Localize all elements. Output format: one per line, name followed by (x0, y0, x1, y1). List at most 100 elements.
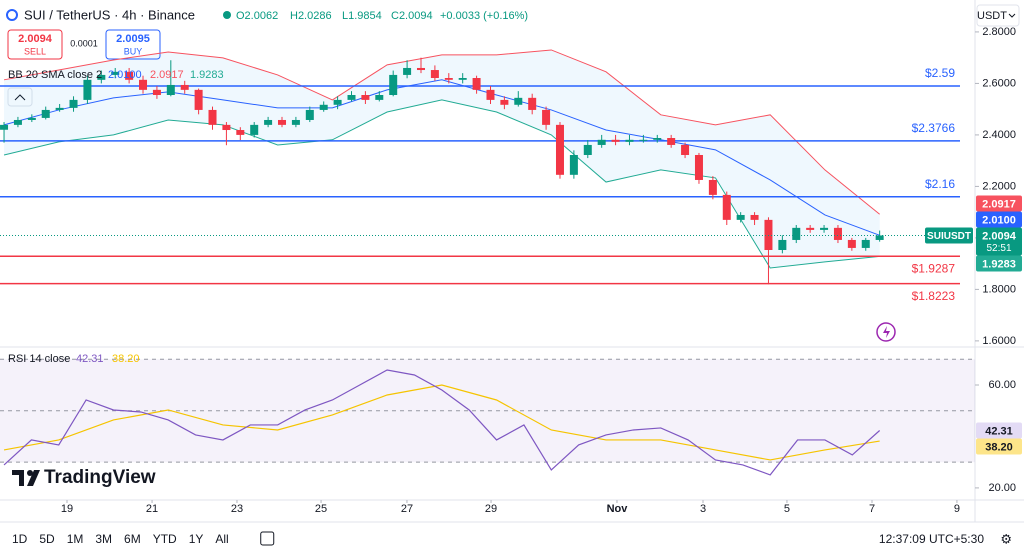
candle-body (667, 138, 676, 145)
candle-body (319, 104, 328, 110)
spread: 0.0001 (70, 38, 98, 48)
bb-tag: 1.9283 (982, 258, 1016, 270)
rsi-value: 42.31 (76, 353, 104, 365)
x-tick-label: Nov (607, 503, 629, 515)
rsi-tag-bg (976, 422, 1022, 439)
range-button[interactable]: 3M (95, 532, 112, 546)
countdown: 52:51 (986, 243, 1011, 254)
gear[interactable]: ⚙ (1000, 531, 1012, 546)
range-button[interactable]: 1Y (189, 532, 204, 546)
y-tick-label: 2.4000 (982, 129, 1016, 141)
ohlc-open: O2.0062 (236, 10, 278, 22)
range-button[interactable]: 5D (39, 532, 55, 546)
ohlc-high: H2.0286 (290, 10, 332, 22)
candle-body (820, 227, 829, 230)
y-tick-label: 20.00 (988, 482, 1016, 494)
indicator-value: 1.9283 (190, 69, 224, 81)
level-label: $1.9287 (912, 261, 956, 275)
ohlc-change: +0.0033 (+0.16%) (440, 10, 528, 22)
candle-body (222, 124, 231, 131)
buy-price: 2.0095 (116, 33, 150, 45)
candle-body (208, 109, 217, 125)
level-label: $1.8223 (912, 289, 956, 303)
alert-bolt (883, 326, 890, 338)
collapse-button[interactable] (7, 87, 33, 107)
candle-body (736, 214, 745, 220)
candle-body (278, 119, 287, 125)
logo: TradingView (44, 467, 156, 488)
rsi-line (3, 384, 880, 461)
bb-fill (4, 49, 880, 269)
market-status (223, 11, 231, 19)
y-tick-label: 1.6000 (982, 335, 1016, 347)
buy-label: BUY (124, 46, 143, 56)
logo-dot (27, 470, 33, 476)
candle-body (542, 109, 551, 125)
y-tick-label: 2.2000 (982, 180, 1016, 192)
symbol-tag-bg (925, 227, 973, 244)
collapse-icon (14, 94, 26, 101)
rsi-tag-bg (976, 438, 1022, 455)
symbol[interactable]: SUI / TetherUS · 4h · Binance (24, 7, 195, 22)
candle-body (250, 124, 259, 135)
candle-body (681, 144, 690, 155)
candle-body (333, 99, 342, 105)
candle-body (416, 67, 425, 71)
ohlc-low: L1.9854 (342, 10, 382, 22)
candle-body (125, 71, 134, 80)
dropdown-arrow (1008, 13, 1016, 18)
x-tick-label: 25 (315, 503, 327, 515)
level-label: $2.59 (925, 66, 955, 80)
range-button[interactable]: 1D (12, 532, 28, 546)
calendar-icon (260, 531, 275, 546)
candle-body (430, 70, 439, 79)
x-tick-label: 19 (61, 503, 73, 515)
last-price-tag: 2.0094 (982, 230, 1017, 242)
y-tick-label: 60.00 (988, 379, 1016, 391)
candle-body (528, 97, 537, 110)
range-button[interactable]: 1M (67, 532, 84, 546)
rsi-tag: 42.31 (985, 425, 1013, 437)
candle-body (861, 239, 870, 248)
candle-body (361, 95, 370, 100)
candle-body (291, 119, 300, 125)
last-price-tag-bg (976, 227, 1022, 256)
candle-body (625, 139, 634, 142)
range-button[interactable]: All (215, 532, 228, 546)
candle-body (514, 97, 523, 105)
y-tick-label: 1.8000 (982, 283, 1016, 295)
candle-body (194, 89, 203, 110)
indicator-value: 2.0917 (150, 69, 184, 81)
x-tick-label: 27 (401, 503, 413, 515)
candle-body (166, 84, 175, 96)
candle-body (41, 109, 50, 118)
candle-body (764, 219, 773, 250)
candle-body (347, 95, 356, 100)
candle-body (458, 78, 467, 80)
buy-button[interactable] (105, 29, 161, 60)
sell-button[interactable] (7, 29, 63, 60)
candle-body (750, 214, 759, 220)
candle-body (305, 109, 314, 120)
symbol-tag: SUIUSDT (927, 231, 971, 242)
range-button[interactable]: 6M (124, 532, 141, 546)
indicator-name: BB 20 SMA close 2 (8, 69, 102, 81)
logo-icon (12, 470, 40, 486)
range-button[interactable]: YTD (153, 532, 177, 546)
candle-body (833, 227, 842, 240)
candle-body (555, 124, 564, 175)
candle-body (472, 78, 481, 90)
bb-tag-bg (976, 255, 1022, 272)
y-tick-label: 2.6000 (982, 77, 1016, 89)
candle-body (708, 179, 717, 195)
currency-button[interactable] (976, 4, 1020, 27)
symbol-icon (6, 9, 18, 21)
clock: 12:37:09 UTC+5:30 (879, 532, 984, 546)
candle-body (236, 130, 245, 135)
rsi-title: RSI 14 close (8, 353, 70, 365)
candle-body (639, 139, 648, 141)
bb-line (3, 99, 880, 269)
currency: USDT (977, 10, 1007, 22)
alert-icon[interactable] (876, 322, 896, 342)
